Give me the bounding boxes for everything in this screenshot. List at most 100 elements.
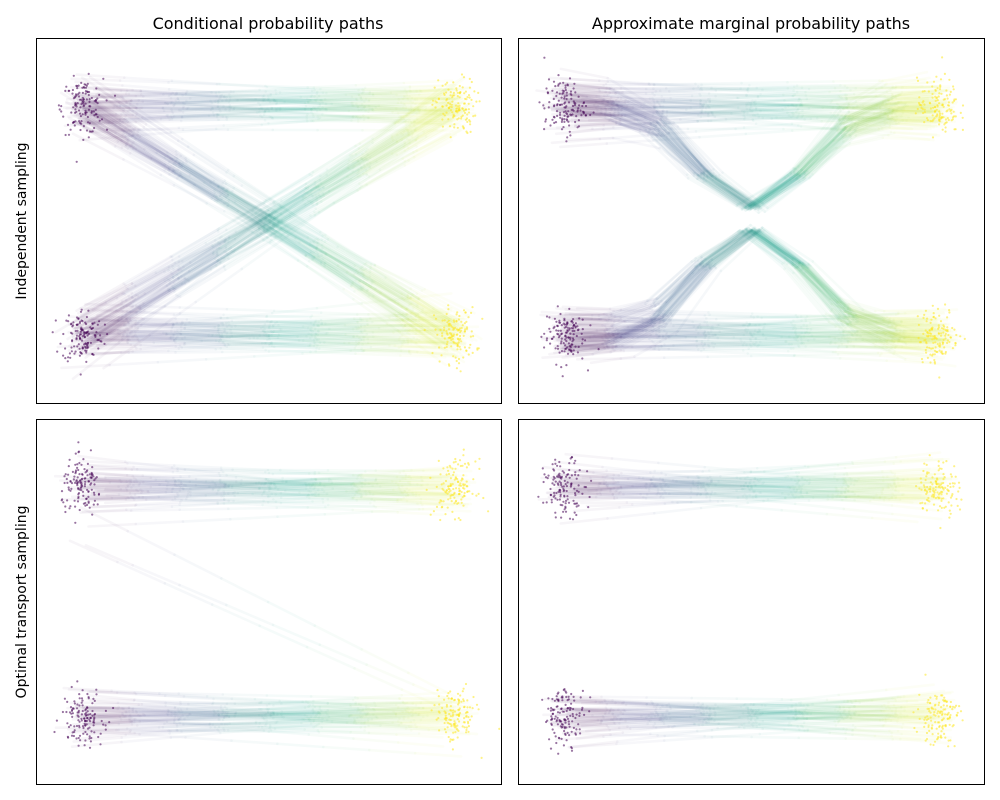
path-segment bbox=[397, 343, 449, 350]
path-segment bbox=[750, 312, 798, 317]
path-segment bbox=[762, 229, 809, 270]
path-segment bbox=[879, 105, 927, 114]
path-segment bbox=[273, 202, 324, 237]
path-segment bbox=[753, 171, 807, 204]
path-segment bbox=[575, 357, 623, 361]
path-segment bbox=[656, 101, 706, 106]
path-segment bbox=[605, 318, 653, 345]
path-segment bbox=[708, 228, 759, 269]
path-segment bbox=[701, 172, 753, 207]
sample-point bbox=[558, 319, 561, 322]
path-segment bbox=[314, 156, 363, 189]
path-segment bbox=[313, 327, 363, 333]
sample-point bbox=[552, 80, 556, 83]
path-segment bbox=[396, 318, 443, 323]
sample-point bbox=[76, 102, 79, 105]
path-segment bbox=[315, 246, 365, 278]
path-segment bbox=[881, 100, 930, 105]
path-segment bbox=[94, 495, 145, 501]
path-segment bbox=[144, 495, 189, 502]
path-segment bbox=[177, 238, 227, 268]
path-segment bbox=[361, 342, 410, 346]
path-segment bbox=[403, 95, 450, 99]
path-segment bbox=[650, 136, 700, 180]
path-segment bbox=[653, 128, 703, 180]
path-segment bbox=[801, 133, 851, 179]
sample-point bbox=[455, 313, 458, 316]
path-segment bbox=[837, 315, 887, 337]
path-segment bbox=[87, 319, 137, 323]
sample-point bbox=[467, 94, 471, 97]
path-segment bbox=[179, 331, 229, 336]
sample-point bbox=[452, 91, 455, 94]
sample-point bbox=[560, 103, 564, 106]
path-segment bbox=[608, 90, 658, 95]
path-segment bbox=[165, 111, 215, 117]
path-segment bbox=[792, 336, 844, 346]
path-segment bbox=[899, 94, 951, 103]
path-segment bbox=[182, 236, 231, 269]
path-segment bbox=[702, 228, 753, 269]
path-segment bbox=[265, 199, 319, 232]
sample-point bbox=[562, 322, 565, 325]
path-segment bbox=[604, 104, 656, 127]
path-segment bbox=[750, 229, 798, 266]
sample-point bbox=[93, 321, 96, 324]
path-segment bbox=[839, 300, 891, 321]
path-segment bbox=[79, 122, 129, 150]
path-segment bbox=[175, 321, 225, 327]
path-segment bbox=[263, 108, 313, 114]
path-segment bbox=[751, 180, 801, 207]
path-segment bbox=[355, 312, 405, 316]
path-segment bbox=[89, 106, 139, 111]
path-segment bbox=[318, 116, 370, 120]
path-segment bbox=[369, 263, 419, 296]
sample-point bbox=[468, 77, 471, 80]
path-segment bbox=[134, 147, 184, 179]
path-segment bbox=[219, 189, 268, 220]
path-segment bbox=[899, 88, 950, 96]
sample-point bbox=[959, 335, 962, 338]
path-segment bbox=[313, 336, 364, 342]
path-segment bbox=[845, 93, 898, 100]
sample-point bbox=[432, 314, 436, 317]
path-segment bbox=[575, 317, 626, 323]
path-segment bbox=[592, 104, 646, 126]
path-segment bbox=[224, 482, 272, 487]
sample-point bbox=[84, 113, 87, 116]
path-segment bbox=[763, 175, 812, 213]
path-segment bbox=[652, 259, 700, 304]
path-segment bbox=[621, 322, 668, 348]
path-segment bbox=[597, 299, 649, 317]
path-segment bbox=[128, 276, 175, 308]
path-segment bbox=[395, 128, 444, 156]
path-segment bbox=[56, 343, 108, 349]
sample-point bbox=[67, 320, 70, 323]
path-segment bbox=[173, 260, 222, 293]
path-segment bbox=[550, 108, 602, 115]
path-segment bbox=[268, 341, 316, 345]
sample-point bbox=[917, 323, 921, 326]
path-segment bbox=[414, 314, 465, 347]
path-segment bbox=[308, 336, 358, 343]
path-segment bbox=[592, 330, 648, 337]
path-segment bbox=[402, 298, 452, 329]
path-segment bbox=[549, 96, 598, 104]
sample-point bbox=[456, 311, 459, 314]
path-segment bbox=[798, 93, 847, 101]
sample-point bbox=[91, 353, 94, 356]
sample-point bbox=[460, 115, 463, 118]
path-segment bbox=[214, 346, 265, 351]
sample-point bbox=[556, 324, 559, 327]
sample-point bbox=[568, 77, 572, 80]
sample-point bbox=[433, 86, 436, 89]
path-segment bbox=[643, 122, 697, 175]
path-segment bbox=[747, 176, 795, 208]
path-segment bbox=[555, 318, 608, 323]
sample-point bbox=[85, 351, 88, 354]
path-segment bbox=[136, 321, 184, 330]
sample-point bbox=[954, 128, 957, 131]
path-segment bbox=[124, 255, 174, 287]
path-segment bbox=[800, 102, 850, 107]
path-segment bbox=[882, 97, 930, 103]
